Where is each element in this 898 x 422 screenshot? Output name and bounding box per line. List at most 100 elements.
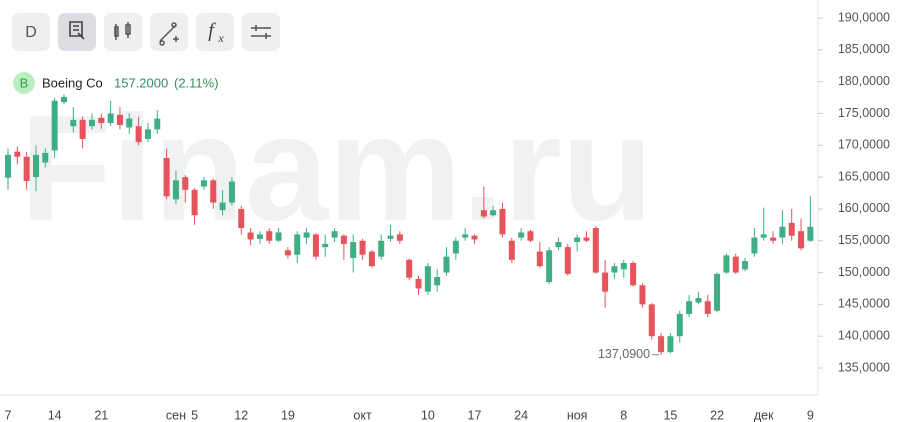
interval-button[interactable] — [12, 13, 50, 51]
candle-body — [788, 222, 795, 236]
min-label: 137,0900 — [598, 347, 650, 361]
candle-body — [378, 240, 385, 257]
y-tick-label: 185,0000 — [838, 42, 890, 56]
x-tick-label: дек — [754, 408, 774, 422]
candle-body — [406, 259, 413, 278]
candle-body — [200, 180, 207, 187]
candle-body — [331, 231, 338, 238]
candle-body — [98, 117, 105, 124]
candle-body — [219, 202, 226, 211]
candle-body — [51, 100, 58, 151]
candle-body — [798, 231, 805, 249]
candle-body — [508, 240, 515, 260]
x-tick-label: 12 — [234, 408, 248, 422]
y-tick-label: 145,0000 — [838, 297, 890, 311]
order-icon — [69, 21, 85, 40]
candle-body — [742, 261, 749, 270]
x-tick-label: 21 — [94, 408, 108, 422]
candle-body — [527, 231, 534, 241]
toolbar: D f x — [12, 13, 280, 51]
candle-body — [126, 118, 133, 128]
candle-body — [751, 237, 758, 254]
candle-body — [732, 256, 739, 273]
candle-body — [144, 129, 151, 139]
x-tick-label: 7 — [5, 408, 12, 422]
y-tick-label: 150,0000 — [838, 265, 890, 279]
candle-body — [88, 119, 95, 127]
candle-body — [686, 301, 693, 314]
settings-button[interactable] — [242, 13, 280, 51]
candle-body — [322, 243, 329, 248]
candle-body — [714, 273, 721, 311]
candle-body — [42, 152, 49, 163]
y-tick-label: 155,0000 — [838, 233, 890, 247]
x-tick-label: 19 — [281, 408, 295, 422]
x-tick-label: 10 — [421, 408, 435, 422]
candle-body — [60, 96, 67, 103]
candle-body — [424, 266, 431, 292]
candle-body — [359, 240, 366, 255]
candle-body — [23, 156, 30, 181]
candle-body — [312, 234, 319, 257]
x-tick-label: 14 — [48, 408, 62, 422]
candle-body — [266, 231, 273, 241]
candle-body — [228, 181, 235, 203]
candle-body — [182, 177, 189, 190]
candle-body — [340, 235, 347, 244]
candle-body — [275, 232, 282, 241]
order-button[interactable] — [58, 13, 96, 51]
candle-body — [14, 151, 21, 157]
y-tick-label: 175,0000 — [838, 106, 890, 120]
candle-body — [107, 113, 114, 124]
candle-body — [32, 154, 39, 178]
candle-body — [807, 226, 814, 241]
candle-body — [5, 154, 11, 178]
x-tick-label: окт — [353, 408, 372, 422]
candle-body — [667, 336, 674, 353]
candle-body — [620, 263, 627, 270]
y-tick-label: 140,0000 — [838, 328, 890, 342]
candle-body — [154, 118, 161, 130]
legend-change: (2.11%) — [174, 75, 219, 90]
candle-body — [490, 210, 497, 216]
candle-body — [648, 304, 655, 337]
candle-body — [452, 240, 459, 254]
candle-body — [210, 180, 217, 203]
candle-body — [770, 237, 777, 241]
candle-body — [676, 313, 683, 337]
candle-body — [443, 256, 450, 273]
y-tick-label: 190,0000 — [838, 10, 890, 24]
x-tick-label: ноя — [567, 408, 588, 422]
candle-body — [434, 277, 441, 286]
candle-body — [695, 298, 702, 303]
y-tick-label: 165,0000 — [838, 169, 890, 183]
legend-name: Boeing Co — [42, 75, 103, 90]
candle-body — [555, 242, 562, 248]
candle-icon — [114, 22, 131, 40]
candle-body — [471, 235, 478, 240]
chart-type-button[interactable] — [104, 13, 142, 51]
x-tick-label: 5 — [191, 408, 198, 422]
interval-label: D — [25, 24, 37, 41]
candle-body — [396, 234, 403, 241]
candle-body — [135, 126, 142, 143]
candle-body — [284, 250, 291, 256]
y-tick-label: 170,0000 — [838, 138, 890, 152]
indicator-button[interactable] — [196, 13, 234, 51]
candle-body — [303, 232, 310, 238]
legend-badge — [13, 72, 35, 94]
candle-body — [574, 237, 581, 243]
candle-body — [462, 234, 469, 238]
candle-body — [294, 234, 301, 255]
candle-body — [592, 228, 599, 273]
y-tick-label: 135,0000 — [838, 360, 890, 374]
candle-body — [238, 208, 245, 229]
candle-body — [658, 336, 665, 353]
candle-body — [256, 234, 263, 239]
draw-icon — [159, 22, 179, 46]
x-tick-label: 22 — [710, 408, 724, 422]
candle-body — [191, 189, 198, 216]
candle-body — [611, 266, 618, 273]
candle-body — [536, 251, 543, 267]
